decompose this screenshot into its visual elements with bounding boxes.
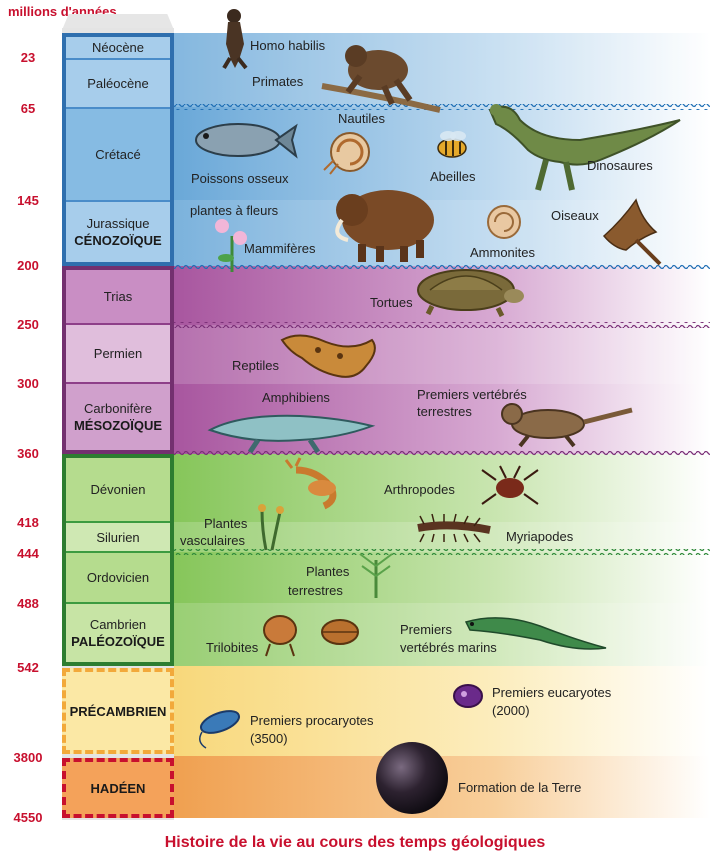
period-devonien: Dévonien	[66, 458, 170, 521]
dinosaur-figure	[488, 104, 681, 191]
label-vertebres-terrestres: terrestres	[417, 404, 472, 419]
tick-label: 23	[20, 50, 36, 65]
tick-label: 250	[17, 317, 39, 332]
label-amphibiens: Amphibiens	[262, 390, 330, 405]
label-plantes-vasculaires: vasculaires	[180, 533, 246, 548]
era-precambrien: PRÉCAMBRIEN	[66, 672, 170, 750]
period-label: Jurassique	[86, 216, 150, 231]
tick-label: 360	[17, 446, 39, 461]
tick-label: 300	[17, 376, 39, 391]
tick-label: 488	[17, 596, 39, 611]
bee-figure	[437, 131, 467, 158]
earth-figure	[376, 742, 448, 814]
column-cap	[62, 14, 174, 30]
trilobite-figure	[263, 615, 297, 657]
period-label: Cambrien	[89, 617, 147, 632]
label-myriapodes: Myriapodes	[506, 529, 574, 544]
label-formation-terre: Formation de la Terre	[458, 780, 582, 795]
extinction-line	[174, 549, 710, 555]
label-vertebres-marins: vertébrés marins	[400, 640, 497, 655]
label-ammonites: Ammonites	[470, 245, 536, 260]
label-mammiferes: Mammifères	[244, 241, 316, 256]
reptile-figure	[280, 334, 376, 378]
band-stripe	[174, 33, 710, 107]
tick-label: 4550	[13, 810, 43, 825]
extinction-line	[174, 322, 710, 328]
mammoth-figure	[335, 190, 434, 262]
flower-figure	[215, 219, 247, 272]
era-label-cenozoique: CÉNOZOÏQUE	[74, 233, 162, 248]
label-vertebres-marins: Premiers	[400, 622, 453, 637]
label-dinosaures: Dinosaures	[587, 158, 653, 173]
scorpion-figure	[284, 457, 337, 510]
band-precambrien	[174, 666, 710, 756]
marine-vertebrate-figure	[464, 617, 607, 650]
turtle-figure	[417, 269, 524, 318]
period-paleocene: Paléocène	[66, 60, 170, 107]
period-ordovicien: Ordovicien	[66, 553, 170, 602]
period-silurien: Silurien	[66, 523, 170, 551]
period-trias: Trias	[66, 270, 170, 323]
tick-label: 200	[17, 258, 39, 273]
vascular-plant-figure	[258, 504, 284, 551]
label-tortues: Tortues	[370, 295, 413, 310]
extinction-line	[174, 451, 710, 457]
label-procaryotes: (3500)	[250, 731, 288, 746]
label-homo-habilis: Homo habilis	[250, 38, 326, 53]
tick-label: 65	[20, 101, 36, 116]
land-vertebrate-figure	[501, 403, 633, 448]
label-procaryotes: Premiers procaryotes	[250, 713, 374, 728]
band-stripe	[174, 603, 710, 666]
eucaryote-figure	[453, 684, 483, 708]
procaryote-figure	[199, 710, 241, 749]
period-cambrien: Cambrien PALÉOZOÏQUE	[66, 604, 170, 662]
arthropod-figure	[481, 465, 539, 505]
tick-label: 542	[17, 660, 39, 675]
period-cretace: Crétacé	[66, 109, 170, 200]
bird-figure	[602, 198, 662, 266]
label-plantes-fleurs: plantes à fleurs	[190, 203, 279, 218]
label-trilobites: Trilobites	[206, 640, 259, 655]
period-neocene: Néocène	[66, 37, 170, 58]
tick-label: 418	[17, 515, 39, 530]
period-jurassique: Jurassique CÉNOZOÏQUE	[66, 202, 170, 262]
tick-label: 145	[17, 193, 39, 208]
period-permien: Permien	[66, 325, 170, 382]
label-vertebres-terrestres: Premiers vertébrés	[417, 387, 527, 402]
ammonite-figure	[487, 205, 521, 239]
label-eucaryotes: (2000)	[492, 703, 530, 718]
nautilus-figure	[323, 132, 370, 175]
homo-habilis-figure	[222, 9, 248, 70]
extinction-line	[174, 263, 710, 269]
tick-label: 444	[17, 546, 39, 561]
era-hadeen: HADÉEN	[66, 762, 170, 814]
label-poissons-osseux: Poissons osseux	[191, 171, 289, 186]
primate-figure	[321, 45, 441, 113]
label-arthropodes: Arthropodes	[384, 482, 455, 497]
label-plantes-terrestres: Plantes	[306, 564, 350, 579]
label-primates: Primates	[252, 74, 304, 89]
label-oiseaux: Oiseaux	[551, 208, 599, 223]
period-label: Carbonifère	[84, 401, 152, 416]
label-eucaryotes: Premiers eucaryotes	[492, 685, 612, 700]
era-label-paleozoique: PALÉOZOÏQUE	[71, 634, 165, 649]
label-reptiles: Reptiles	[232, 358, 279, 373]
era-label-mesozoique: MÉSOZOÏQUE	[73, 418, 163, 433]
amphibian-figure	[207, 414, 376, 454]
band-stripe	[174, 325, 710, 384]
label-nautiles: Nautiles	[338, 111, 385, 126]
myriapod-figure	[417, 513, 491, 543]
label-plantes-terrestres: terrestres	[288, 583, 343, 598]
label-plantes-vasculaires: Plantes	[204, 516, 248, 531]
extinction-line	[174, 104, 710, 110]
land-plant-figure	[359, 553, 393, 598]
trilobite-figure	[321, 619, 359, 645]
page-caption: Histoire de la vie au cours des temps gé…	[164, 834, 546, 851]
label-abeilles: Abeilles	[430, 169, 476, 184]
tick-label: 3800	[13, 750, 43, 765]
period-carbonifere: Carbonifère MÉSOZOÏQUE	[66, 384, 170, 450]
fish-figure	[195, 123, 298, 159]
